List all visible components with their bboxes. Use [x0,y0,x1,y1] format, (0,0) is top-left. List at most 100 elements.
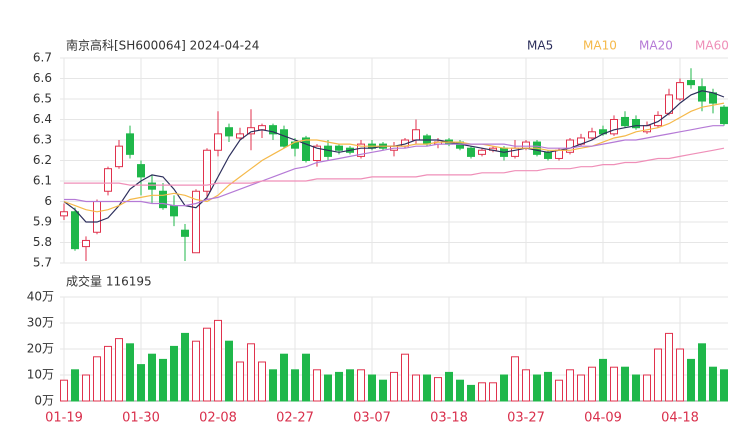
candle-body [654,114,662,127]
volume-bar [434,377,442,402]
volume-bar [390,371,398,402]
candle-body [335,145,343,151]
candle-body [170,205,178,217]
candle-body [192,190,200,254]
volume-bar [170,345,178,402]
volume-bar [313,369,321,402]
candle-body [280,129,288,147]
volume-bar [500,374,508,402]
candle-body [159,190,167,209]
candle-body [698,86,706,102]
candle-body [632,119,640,129]
volume-bar [544,371,552,402]
x-tick-label: 03-18 [430,411,468,426]
volume-bar [489,382,497,402]
volume-bar [456,379,464,402]
candle-body [412,129,420,141]
candle-body [621,116,629,127]
y-tick-label: 6.3 [33,133,52,147]
volume-bar [159,358,167,402]
volume-bar [192,340,200,402]
volume-bar [236,361,244,402]
volume-bar [698,343,706,402]
y-tick-label: 5.7 [33,256,52,270]
volume-bar [225,340,233,402]
volume-bar [60,379,68,402]
volume-bar [709,366,717,402]
legend-label: MA20 [639,39,673,53]
volume-bar [555,379,563,402]
volume-bar [467,384,475,402]
x-tick-label: 04-09 [584,411,622,426]
x-tick-label: 03-07 [353,411,391,426]
candle-body [357,143,365,157]
y-tick-label: 6.2 [33,153,52,167]
candle-body [676,82,684,100]
candle-body [555,149,563,159]
y-tick-label: 6.4 [33,112,52,126]
x-tick-label: 02-27 [276,411,314,426]
volume-bar [423,374,431,402]
volume-bar [676,348,684,402]
y-tick-label: 40万 [27,290,54,304]
volume-bar [324,374,332,402]
y-tick-label: 5.9 [33,215,52,229]
legend-label: MA10 [583,39,617,53]
y-tick-label: 6.6 [33,71,52,85]
volume-bar [401,353,409,402]
candle-body [181,229,189,237]
candle-body [467,147,475,157]
candle-body [214,133,222,151]
candle-body [115,145,123,168]
volume-bar [379,379,387,402]
candle-body [148,182,156,190]
candle-body [137,164,145,178]
ma-line [64,125,724,207]
x-tick-label: 01-30 [122,411,160,426]
volume-bar [654,348,662,402]
y-tick-label: 0万 [34,394,54,408]
y-tick-label: 30万 [27,316,54,330]
volume-bar [71,369,79,402]
ma-line [64,147,725,186]
volume-bar [566,369,574,402]
volume-bar [621,366,629,402]
volume-bar [478,382,486,402]
volume-bar [643,374,651,402]
volume-bar [687,358,695,402]
volume-bar [368,374,376,402]
candle-body [522,141,530,149]
volume-bar [445,371,453,402]
volume-bar [269,369,277,402]
candle-body [544,151,552,159]
x-tick-label: 03-27 [507,411,545,426]
volume-bar [632,374,640,402]
candle-body [203,149,211,192]
volume-bar [82,374,90,402]
volume-bar [247,343,255,402]
candle-body [82,239,90,248]
volume-bar [412,374,420,402]
volume-bar [148,353,156,402]
candle-body [60,211,68,217]
volume-bar [610,366,618,402]
candle-body [313,145,321,161]
volume-bar [522,369,530,402]
candle-body [709,92,717,104]
candle-body [126,133,134,155]
candle-body [71,211,79,250]
volume-bar [93,356,101,402]
volume-bar [203,327,211,402]
candle-body [588,131,596,139]
y-tick-label: 6.1 [33,174,52,188]
volume-bar [214,319,222,402]
candle-body [720,106,728,125]
volume-bar [335,371,343,402]
volume-bar [599,358,607,402]
y-tick-label: 6.7 [33,51,52,65]
volume-bar [357,369,365,402]
volume-bar [115,338,123,402]
volume-bar [280,353,288,402]
legend-label: MA5 [527,39,553,53]
ma-line [63,102,725,213]
